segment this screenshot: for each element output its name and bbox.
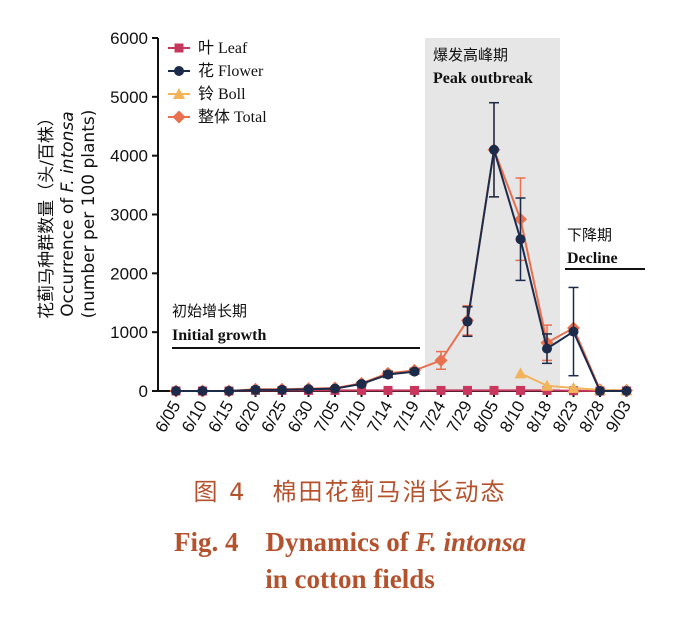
data-point-leaf	[463, 385, 472, 395]
data-point-flower	[409, 366, 420, 377]
x-tick-label: 6/05	[151, 398, 184, 436]
figure-caption-en-line1: Fig. 4 Dynamics of F. intonsa	[0, 520, 700, 559]
x-tick-label: 8/23	[549, 398, 582, 436]
x-tick-label: 8/10	[496, 398, 529, 436]
legend: 叶 Leaf 花 Flower 铃 Boll 整体 Total	[168, 39, 267, 126]
y-tick-label: 5000	[110, 88, 148, 107]
data-point-flower	[568, 326, 579, 337]
x-tick-label: 9/03	[602, 398, 635, 436]
data-point-flower	[171, 386, 181, 396]
x-tick-label: 6/25	[257, 398, 290, 436]
figure-caption-en-line2: in cotton fields	[265, 564, 435, 594]
data-point-boll	[541, 379, 553, 391]
data-point-leaf	[357, 385, 366, 395]
phase-peak-zh: 爆发高峰期	[433, 46, 508, 64]
legend-item-flower: 花 Flower	[168, 62, 264, 80]
data-point-total	[434, 353, 448, 367]
data-point-flower	[595, 386, 605, 396]
phase-initial-zh: 初始增长期	[172, 302, 247, 320]
series-total	[169, 101, 633, 398]
phase-decline-zh: 下降期	[567, 226, 612, 244]
data-point-flower	[542, 343, 552, 354]
series-flower	[171, 101, 632, 396]
data-point-flower	[621, 386, 632, 396]
x-tick-label: 8/28	[575, 398, 608, 436]
y-tick-label: 4000	[110, 147, 148, 166]
x-tick-label: 6/20	[231, 398, 264, 436]
data-point-leaf	[383, 385, 393, 395]
data-point-flower	[197, 386, 208, 396]
data-point-flower	[303, 384, 314, 395]
data-point-flower	[224, 386, 234, 396]
legend-label: 花 Flower	[198, 62, 264, 80]
y-axis-label-zh: 花蓟马种群数量（头/百株）	[37, 109, 57, 319]
x-tick-label: 7/29	[443, 398, 476, 436]
data-point-flower	[330, 383, 340, 394]
figure-caption-zh: 图 4 棉田花蓟马消长动态	[193, 478, 507, 506]
caption-en-species: F. intonsa	[415, 527, 527, 557]
legend-label: 叶 Leaf	[198, 39, 248, 57]
y-tick-label: 6000	[110, 29, 148, 48]
legend-item-leaf: 叶 Leaf	[168, 39, 248, 57]
data-point-flower	[462, 316, 473, 327]
legend-label: 铃 Boll	[198, 85, 246, 103]
data-point-flower	[277, 384, 287, 395]
peak-shading	[425, 38, 560, 391]
y-axis-label-en-prefix: Occurrence of	[58, 192, 78, 316]
x-tick-label: 7/05	[310, 398, 343, 436]
data-point-flower	[250, 384, 261, 395]
x-tick-label: 7/10	[337, 398, 370, 436]
series-layer	[169, 101, 633, 398]
legend-label: 整体 Total	[198, 108, 267, 126]
x-tick-label: 6/15	[204, 398, 237, 436]
legend-marker	[174, 66, 184, 76]
y-tick-label: 2000	[110, 264, 148, 283]
y-tick-label: 3000	[110, 206, 148, 225]
data-point-leaf	[489, 385, 499, 395]
x-tick-label: 8/18	[522, 398, 555, 436]
data-point-flower	[489, 144, 499, 155]
legend-marker	[173, 88, 185, 99]
data-point-flower	[383, 369, 393, 380]
x-tick-label: 8/05	[469, 398, 502, 436]
y-tick-label: 0	[139, 382, 148, 401]
data-point-leaf	[516, 385, 525, 395]
x-tick-label: 7/14	[363, 398, 396, 436]
data-point-boll	[567, 382, 580, 394]
data-point-leaf	[436, 385, 446, 395]
y-axis-label-unit: (number per 100 plants)	[79, 110, 99, 319]
phase-decline-en: Decline	[567, 250, 618, 267]
x-tick-label: 7/19	[390, 398, 423, 436]
y-tick-label: 1000	[110, 323, 148, 342]
phase-initial-en: Initial growth	[172, 327, 266, 344]
legend-item-boll: 铃 Boll	[168, 85, 246, 103]
y-axis-label-en: Occurrence of F. intonsa	[58, 111, 78, 316]
chart: 01000200030004000500060006/056/106/156/2…	[37, 29, 645, 436]
data-point-flower	[356, 378, 367, 389]
x-tick-label: 6/10	[178, 398, 211, 436]
x-tick-label: 7/24	[416, 398, 449, 436]
y-axis-label-en-species: F. intonsa	[58, 111, 78, 192]
legend-item-total: 整体 Total	[168, 108, 267, 126]
data-point-leaf	[410, 385, 419, 395]
x-tick-label: 6/30	[284, 398, 317, 436]
data-point-flower	[515, 234, 526, 245]
legend-marker	[172, 110, 186, 124]
phase-peak-en: Peak outbreak	[433, 70, 533, 87]
caption-en-prefix: Fig. 4 Dynamics of	[173, 527, 416, 557]
legend-marker	[174, 43, 184, 53]
data-point-boll	[514, 367, 527, 379]
phase-lines	[172, 268, 645, 349]
